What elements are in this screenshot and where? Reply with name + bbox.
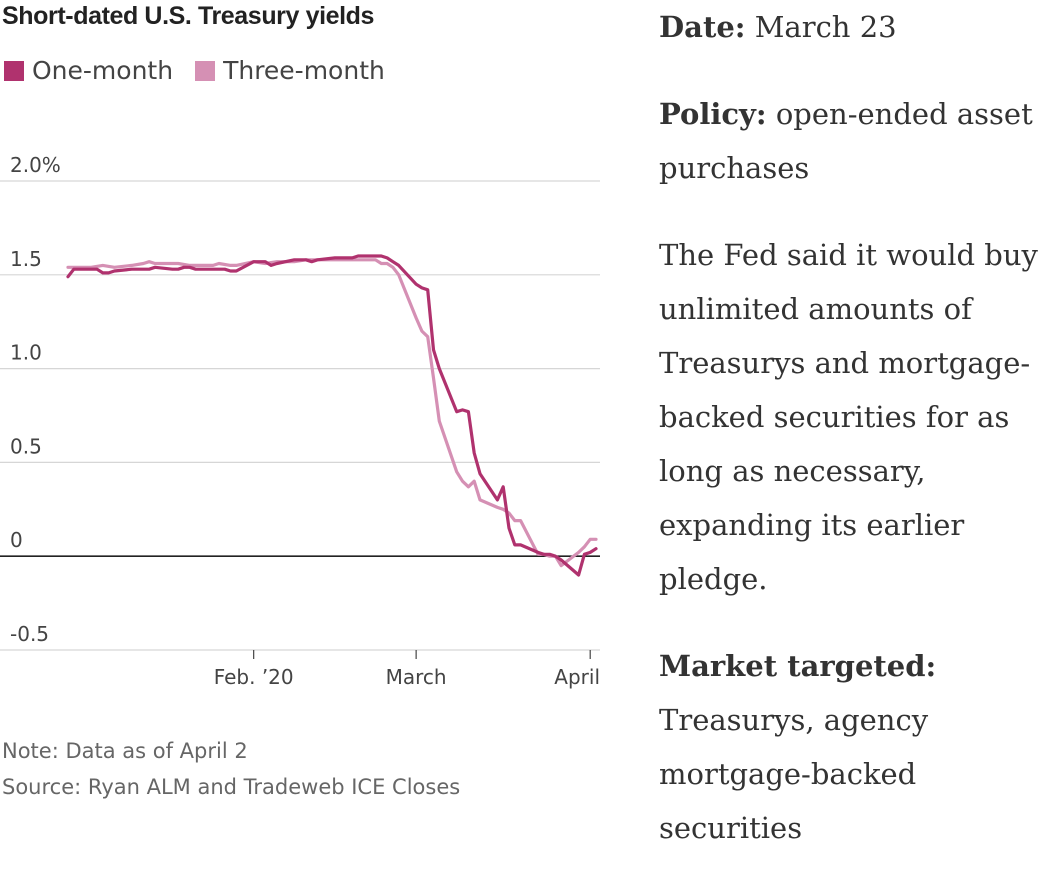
series-line-one-month — [66, 254, 598, 577]
policy-sidebar: Date: March 23 Policy: open-ended asset … — [659, 0, 1049, 888]
y-tick-label: 0 — [10, 528, 23, 552]
chart-source: Source: Ryan ALM and Tradeweb ICE Closes — [2, 775, 461, 799]
legend-label-three-month: Three-month — [223, 56, 385, 85]
x-tick-label: Feb. ’20 — [214, 665, 294, 689]
y-tick-label: 1.0 — [10, 341, 42, 365]
legend-item-three-month: Three-month — [195, 56, 385, 85]
x-tick-label: March — [386, 665, 447, 689]
chart-note: Note: Data as of April 2 — [2, 739, 248, 763]
description-paragraph: The Fed said it would buy unlimited amou… — [659, 238, 1038, 596]
legend-swatch-one-month — [4, 60, 24, 81]
y-tick-label: -0.5 — [10, 622, 49, 646]
x-tick-label: April — [554, 665, 600, 689]
legend-item-one-month: One-month — [4, 56, 173, 85]
line-chart: 2.0% 1.5 1.0 0.5 0 -0.5 Feb. ’20 March April — [0, 153, 600, 689]
market-value: Treasurys, agency mortgage-backed securi… — [659, 703, 929, 845]
policy-paragraph: Policy: open-ended asset purchases — [659, 87, 1049, 195]
date-paragraph: Date: March 23 — [659, 0, 1049, 54]
chart-legend: One-month Three-month — [4, 56, 407, 85]
date-value: March 23 — [754, 10, 897, 44]
y-tick-label: 2.0% — [10, 153, 61, 177]
date-label: Date: — [659, 10, 746, 44]
x-axis: Feb. ’20 March April — [214, 650, 600, 689]
chart-panel: Short-dated U.S. Treasury yields One-mon… — [0, 2, 600, 805]
policy-label: Policy: — [659, 97, 767, 131]
chart-title: Short-dated U.S. Treasury yields — [2, 2, 375, 30]
policy-value: open-ended asset purchases — [659, 97, 1033, 185]
grid-layer: 2.0% 1.5 1.0 0.5 0 -0.5 — [0, 153, 600, 651]
y-tick-label: 0.5 — [10, 434, 42, 458]
series-line-three-month — [66, 258, 598, 568]
market-paragraph: Market targeted: Treasurys, agency mortg… — [659, 639, 1049, 855]
market-label: Market targeted: — [659, 649, 937, 683]
series-layer — [66, 254, 598, 577]
legend-label-one-month: One-month — [32, 56, 174, 85]
y-tick-label: 1.5 — [10, 247, 42, 271]
chart-notes: Note: Data as of April 2 Source: Ryan AL… — [2, 733, 460, 805]
legend-swatch-three-month — [195, 60, 216, 81]
